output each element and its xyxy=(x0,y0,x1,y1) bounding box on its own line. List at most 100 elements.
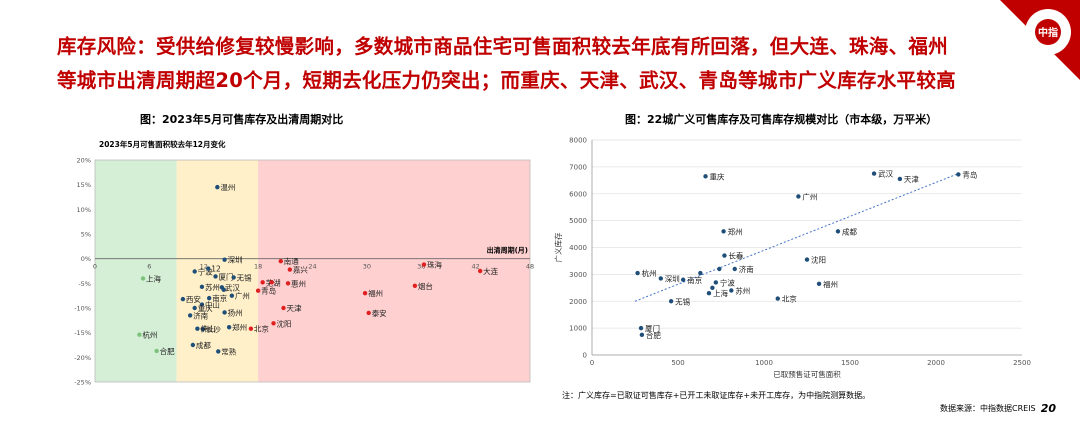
point-长春 xyxy=(722,253,727,258)
point-label: 北京 xyxy=(254,324,269,334)
point-成都 xyxy=(190,342,196,348)
point-label: 重庆 xyxy=(198,303,213,313)
x-tick-label: 2000 xyxy=(927,359,945,367)
point-合肥 xyxy=(154,348,159,354)
point-厦门 xyxy=(213,274,218,279)
x-axis-label: 出清周期(月) xyxy=(487,246,528,255)
point-大连 xyxy=(477,268,483,274)
point-unlabeled xyxy=(710,285,715,291)
point-常熟 xyxy=(216,349,221,354)
point-label: 广州 xyxy=(802,191,817,201)
point-上海 xyxy=(140,276,146,281)
inventory-cycle-scatter: 2023年5月可售面积较去年12月变化 20% 15% 10% 5% 0% -5% -10% -… xyxy=(74,139,534,387)
point-label: 无锡 xyxy=(237,273,252,282)
point-南京 xyxy=(680,277,686,282)
point-label: 福州 xyxy=(368,289,383,298)
zone-yellow xyxy=(176,160,259,382)
point-label: 厦门 xyxy=(219,272,234,281)
zone-green xyxy=(95,160,177,382)
point-label: 武汉 xyxy=(878,169,894,179)
point-西安 xyxy=(180,296,186,302)
y-tick-label: -25% xyxy=(74,379,91,387)
y-tick-label: 10% xyxy=(77,206,91,214)
point-济南 xyxy=(732,266,737,272)
data-source: 数据来源：中指数据CREIS xyxy=(940,404,1036,413)
point-嘉兴 xyxy=(287,267,293,272)
x-tick-label: 18 xyxy=(254,263,262,271)
title-line-1: 库存风险：受供给修复较慢影响，多数城市商品住宅可售面积较去年底有所回落，但大连、… xyxy=(57,35,949,58)
left-chart-caption: 图：2023年5月可售库存及出清周期对比 xyxy=(140,113,344,126)
point-unlabeled xyxy=(717,266,722,272)
x-tick-label: 1500 xyxy=(841,359,859,367)
y-tick-label: 3000 xyxy=(569,271,587,279)
chart-title: 2023年5月可售面积较去年12月变化 xyxy=(99,139,226,149)
point-label: 南京 xyxy=(687,275,702,285)
point-广州 xyxy=(229,293,235,298)
point-厦门 xyxy=(638,325,644,331)
y-tick-label: -5% xyxy=(78,280,91,288)
y-axis-label: 广义库存 xyxy=(553,232,563,262)
footnote: 注：广义库存=已取证可售库存+已开工未取证库存+未开工库存，为中指院测算数据。 xyxy=(562,391,871,400)
point-广州 xyxy=(796,194,801,199)
point-label: 济南 xyxy=(739,264,754,274)
point-label: 宁波 xyxy=(720,277,736,287)
x-tick-label: 48 xyxy=(526,263,534,271)
point-label: 成都 xyxy=(842,226,858,236)
point-label: 常熟 xyxy=(221,346,236,356)
point-上海 xyxy=(706,290,712,296)
point-深圳 xyxy=(222,257,227,262)
point-label: 广州 xyxy=(235,291,250,301)
point-label: 扬州 xyxy=(228,307,243,317)
point-沈阳 xyxy=(804,257,810,262)
point-重庆 xyxy=(192,305,197,311)
x-tick-label: 1000 xyxy=(755,359,773,367)
point-青岛 xyxy=(956,172,961,177)
point-label: 惠州 xyxy=(291,278,306,288)
point-label: 沈阳 xyxy=(277,318,292,328)
point-无锡 xyxy=(668,299,674,304)
y-tick-label: 15% xyxy=(77,181,91,189)
point-label: 泰安 xyxy=(372,308,387,318)
point-label: 郑州 xyxy=(232,322,247,332)
point-济南 xyxy=(187,313,193,318)
point-label: 无锡 xyxy=(675,297,690,306)
point-无锡 xyxy=(231,275,236,280)
x-tick-label: 30 xyxy=(363,263,371,271)
point-label: 青岛 xyxy=(962,169,977,179)
point-label: 杭州 xyxy=(142,330,157,340)
point-北京 xyxy=(248,326,254,331)
x-tick-label: 0 xyxy=(93,263,97,271)
zone-red xyxy=(258,160,530,382)
point-苏州 xyxy=(199,284,205,289)
plot-border xyxy=(94,159,531,383)
point-北京 xyxy=(775,296,780,301)
y-tick-label: 4000 xyxy=(569,244,587,252)
x-axis-label: 已取预售证可售面积 xyxy=(773,369,841,379)
point-合肥 xyxy=(639,332,645,338)
point-佛山 xyxy=(195,326,200,331)
y-tick-label: 8000 xyxy=(569,137,587,145)
trend-line xyxy=(634,173,959,302)
page-number: 20 xyxy=(1040,402,1056,415)
point-label: 北京 xyxy=(782,294,797,304)
x-tick-label: 42 xyxy=(471,263,479,271)
logo-text: 中指 xyxy=(1038,26,1058,39)
point-label: 郑州 xyxy=(728,226,743,236)
point-unlabeled xyxy=(221,287,226,292)
y-tick-label: 1000 xyxy=(569,325,587,333)
point-深圳 xyxy=(658,276,663,281)
point-惠州 xyxy=(285,281,291,286)
point-福州 xyxy=(362,291,368,296)
point-南通 xyxy=(278,258,283,264)
point-label: 天津 xyxy=(904,175,919,184)
y-tick-label: 6000 xyxy=(569,190,587,198)
point-label: 上海 xyxy=(146,273,161,283)
point-宁波 xyxy=(192,269,197,274)
point-宁波 xyxy=(713,280,719,285)
x-tick-label: 2500 xyxy=(1013,359,1031,367)
point-label: 苏州 xyxy=(735,286,750,296)
point-label: 上海 xyxy=(713,288,728,298)
brand-corner-logo: 中指 xyxy=(1000,0,1080,80)
y-tick-label: 7000 xyxy=(569,163,587,171)
point-武汉 xyxy=(871,171,877,176)
